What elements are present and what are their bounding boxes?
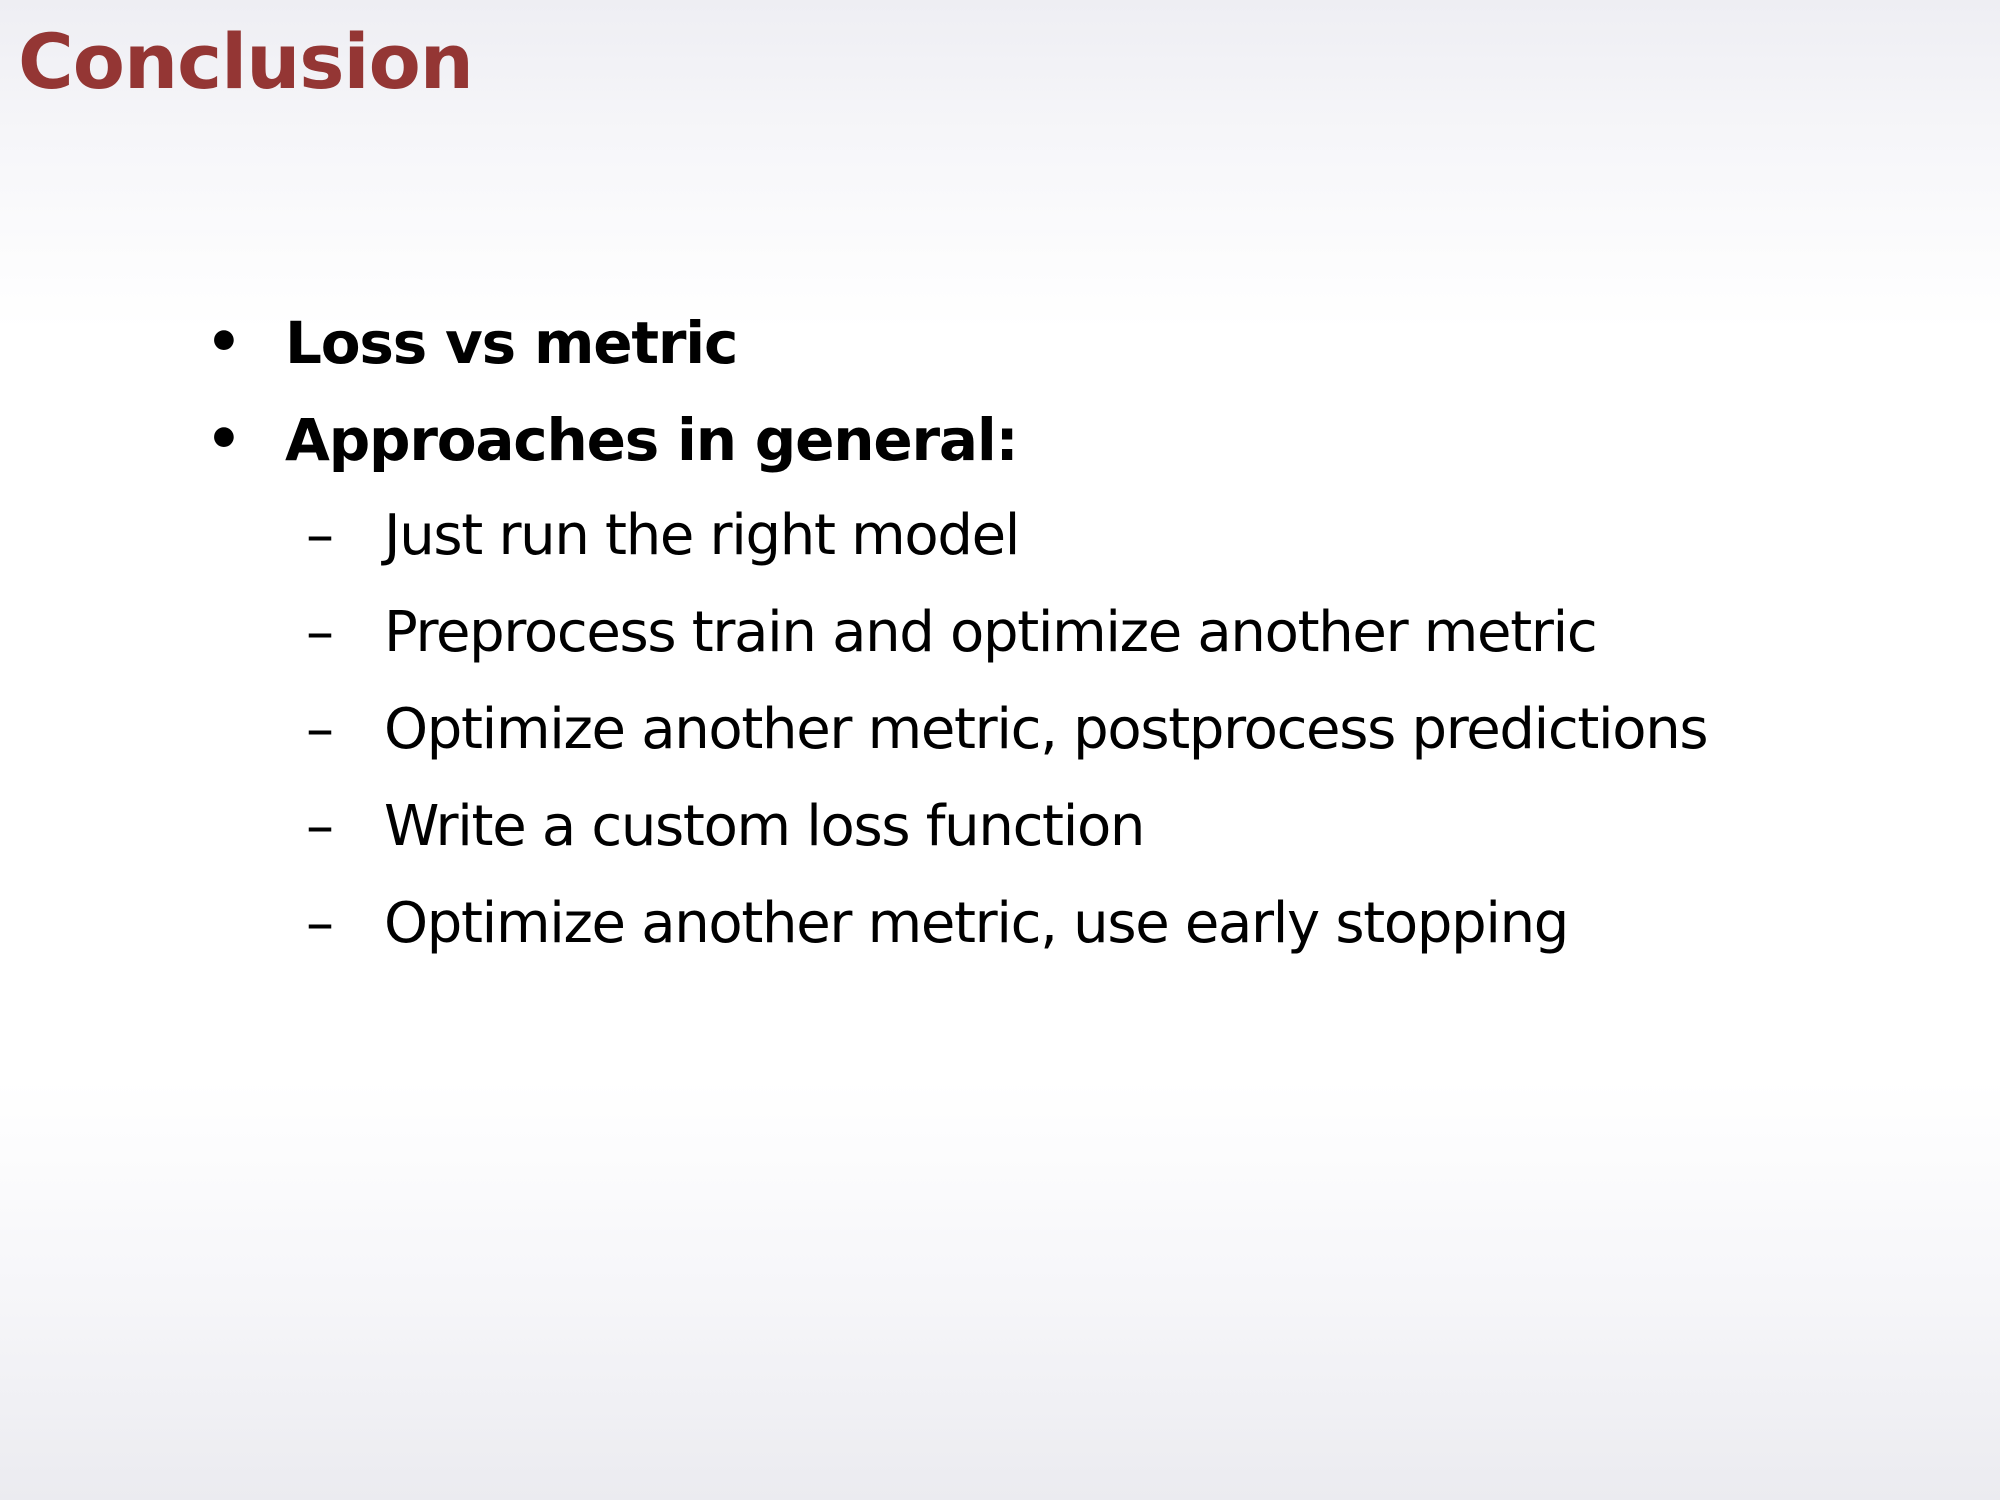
bullet-dot-icon: • <box>206 407 242 472</box>
dash-icon: – <box>306 697 334 762</box>
sub-bullet-text: Preprocess train and optimize another me… <box>384 600 1598 665</box>
dash-icon: – <box>306 600 334 665</box>
sub-bullet-text: Just run the right model <box>384 503 1020 568</box>
sub-bullet-text: Write a custom loss function <box>384 794 1145 859</box>
bullet-text: Approaches in general: <box>285 406 1019 474</box>
bullet-dot-icon: • <box>206 310 242 375</box>
slide-title: Conclusion <box>18 17 474 106</box>
sub-bullet-text: Optimize another metric, postprocess pre… <box>384 697 1709 762</box>
dash-icon: – <box>306 794 334 859</box>
bullet-text: Loss vs metric <box>285 309 738 377</box>
sub-bullet-text: Optimize another metric, use early stopp… <box>384 891 1569 956</box>
dash-icon: – <box>306 891 334 956</box>
dash-icon: – <box>306 503 334 568</box>
